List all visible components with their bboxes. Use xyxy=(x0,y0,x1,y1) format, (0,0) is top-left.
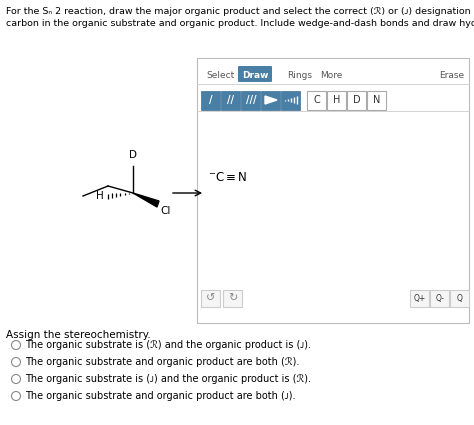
Text: Draw: Draw xyxy=(242,71,268,79)
Circle shape xyxy=(11,391,20,400)
Text: The organic substrate and organic product are both (ℛ).: The organic substrate and organic produc… xyxy=(25,357,300,367)
Circle shape xyxy=(11,340,20,349)
FancyBboxPatch shape xyxy=(224,289,243,306)
Text: Q: Q xyxy=(457,294,463,303)
Text: The organic substrate and organic product are both (ᴊ).: The organic substrate and organic produc… xyxy=(25,391,295,401)
Text: Q-: Q- xyxy=(436,294,445,303)
FancyBboxPatch shape xyxy=(201,289,220,306)
Text: Assign the stereochemistry.: Assign the stereochemistry. xyxy=(6,330,151,340)
Text: D: D xyxy=(129,150,137,160)
Text: For the Sₙ 2 reaction, draw the major organic product and select the correct (ℛ): For the Sₙ 2 reaction, draw the major or… xyxy=(6,7,474,16)
Text: D: D xyxy=(353,95,361,105)
Circle shape xyxy=(11,374,20,383)
Text: H: H xyxy=(333,95,341,105)
Text: /: / xyxy=(209,95,213,105)
Text: Cl: Cl xyxy=(160,206,170,216)
FancyBboxPatch shape xyxy=(328,91,346,110)
Text: More: More xyxy=(320,71,342,79)
Text: The organic substrate is (ℛ) and the organic product is (ᴊ).: The organic substrate is (ℛ) and the org… xyxy=(25,340,311,350)
FancyBboxPatch shape xyxy=(201,91,220,110)
Text: ↺: ↺ xyxy=(206,293,216,303)
FancyBboxPatch shape xyxy=(430,289,449,306)
Text: C: C xyxy=(314,95,320,105)
Text: ↻: ↻ xyxy=(228,293,237,303)
Text: The organic substrate is (ᴊ) and the organic product is (ℛ).: The organic substrate is (ᴊ) and the org… xyxy=(25,374,311,384)
Polygon shape xyxy=(265,96,277,104)
FancyBboxPatch shape xyxy=(282,91,301,110)
FancyBboxPatch shape xyxy=(241,91,261,110)
FancyBboxPatch shape xyxy=(347,91,366,110)
Circle shape xyxy=(11,357,20,366)
Text: ///: /// xyxy=(246,95,256,105)
Text: N: N xyxy=(374,95,381,105)
Text: carbon in the organic substrate and organic product. Include wedge-and-dash bond: carbon in the organic substrate and orga… xyxy=(6,19,474,28)
FancyBboxPatch shape xyxy=(262,91,281,110)
FancyBboxPatch shape xyxy=(410,289,429,306)
FancyBboxPatch shape xyxy=(367,91,386,110)
Text: H: H xyxy=(96,191,104,201)
Polygon shape xyxy=(133,193,159,207)
Text: $\mathsf{^{-}C{\equiv}N}$: $\mathsf{^{-}C{\equiv}N}$ xyxy=(208,171,247,184)
FancyBboxPatch shape xyxy=(450,289,470,306)
Bar xyxy=(197,58,469,323)
FancyBboxPatch shape xyxy=(221,91,240,110)
FancyBboxPatch shape xyxy=(308,91,327,110)
Text: Erase: Erase xyxy=(439,71,464,79)
Text: Q+: Q+ xyxy=(414,294,426,303)
Text: Select: Select xyxy=(206,71,234,79)
Text: Rings: Rings xyxy=(287,71,312,79)
FancyBboxPatch shape xyxy=(238,66,272,82)
Text: //: // xyxy=(228,95,235,105)
